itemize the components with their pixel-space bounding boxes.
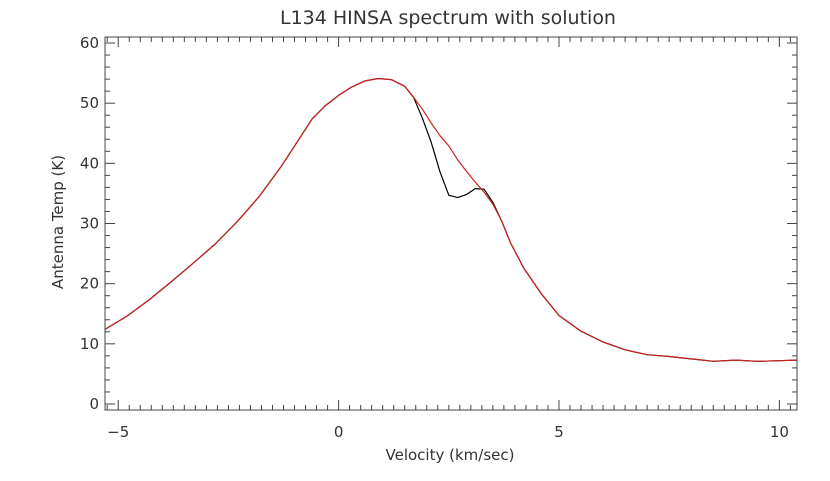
plot-frame	[104, 36, 798, 411]
y-axis-label: Antenna Temp (K)	[49, 155, 67, 289]
y-tick-label: 50	[80, 94, 99, 112]
series-line-2	[104, 77, 798, 362]
x-tick-label: 5	[554, 423, 564, 441]
plot-series	[104, 77, 798, 362]
y-tick-label: 10	[80, 335, 99, 353]
x-tick-label: −5	[107, 423, 129, 441]
x-tick-label: 0	[334, 423, 344, 441]
x-tick-label: 10	[770, 423, 789, 441]
y-tick-label: 20	[80, 275, 99, 293]
y-tick-label: 30	[80, 215, 99, 233]
x-axis-label: Velocity (km/sec)	[386, 446, 515, 464]
tick-labels: −5 0 5 10 0 10 20 30 40 50 60	[80, 34, 789, 441]
series-line-1	[104, 77, 798, 362]
axis-ticks	[105, 37, 797, 410]
y-tick-label: 0	[89, 395, 99, 413]
y-tick-label: 40	[80, 154, 99, 172]
chart-title: L134 HINSA spectrum with solution	[280, 7, 616, 29]
y-tick-label: 60	[80, 34, 99, 52]
